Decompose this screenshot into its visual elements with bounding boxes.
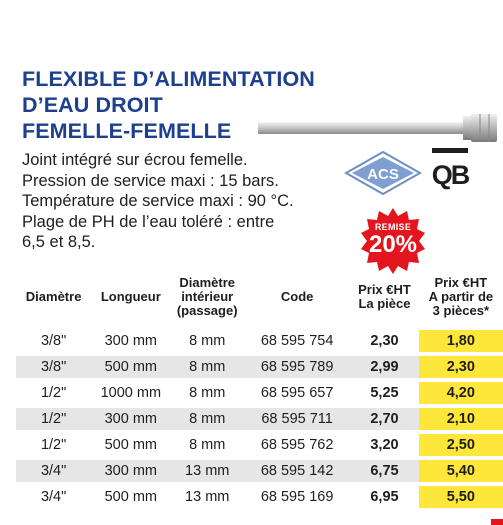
cell-prix-3: 2,50: [418, 434, 503, 456]
cell-interieur: 8 mm: [170, 356, 244, 378]
cell-diametre: 3/8": [16, 356, 92, 378]
header-diam-int-line3: (passage): [176, 303, 238, 318]
header-prix1-line1: Prix €HT: [358, 282, 411, 297]
cell-interieur: 8 mm: [189, 437, 226, 453]
title-line-1: FLEXIBLE D’ALIMENTATION: [22, 67, 315, 91]
cell-longueur: 300 mm: [91, 408, 171, 430]
cell-prix: 2,70: [350, 408, 419, 430]
header-diam-int-line1: Diamètre: [179, 275, 236, 290]
cell-prix: 6,95: [370, 489, 399, 505]
description-line: 6,5 et 8,5.: [22, 233, 96, 251]
description-line: Pression de service maxi : 15 bars.: [22, 171, 279, 190]
table-row: 3/4" 300 mm 13 mm 68 595 142 6,75 5,40: [16, 460, 503, 482]
product-title: FLEXIBLE D’ALIMENTATION D’EAU DROIT FEME…: [22, 66, 352, 144]
header-diametre-interieur: Diamètre intérieur (passage): [170, 268, 244, 326]
table-row: 3/8" 300 mm 8 mm 68 595 754 2,30 1,80: [16, 330, 503, 352]
cell-prix-3: 1,80: [418, 330, 503, 352]
qb-logo-text: QB: [432, 160, 470, 190]
cell-longueur: 500 mm: [91, 356, 171, 378]
cell-code: 68 595 142: [243, 460, 351, 482]
header-diametre: Diamètre: [25, 289, 82, 304]
cell-prix-3: 4,20: [418, 382, 503, 404]
cell-interieur: 8 mm: [170, 408, 244, 430]
header-longueur: Longueur: [100, 289, 161, 304]
cell-prix: 3,20: [370, 437, 399, 453]
cell-diametre: 1/2": [40, 385, 67, 401]
header-prix2-line2: A partir de: [428, 289, 494, 304]
cell-longueur: 500 mm: [104, 437, 157, 453]
cell-code: 68 595 789: [243, 356, 351, 378]
title-line-2: D’EAU DROIT: [22, 93, 163, 117]
acs-logo-text: ACS: [367, 166, 399, 183]
cell-interieur: 13 mm: [170, 460, 244, 482]
cell-diametre: 1/2": [40, 437, 67, 453]
cell-prix-3: 5,50: [418, 486, 503, 508]
badge-starburst-icon: [361, 208, 425, 274]
cell-code: 68 595 169: [260, 489, 334, 505]
cell-interieur: 13 mm: [185, 489, 230, 505]
cell-prix-3: 5,40: [418, 460, 503, 482]
discount-badge: REMISE 20%: [358, 206, 428, 276]
cell-code: 68 595 657: [260, 385, 334, 401]
header-prix-piece: Prix €HT La pièce: [350, 268, 418, 326]
flexible-hose-image: [258, 114, 497, 142]
table-row: 1/2" 1000 mm 8 mm 68 595 657 5,25 4,20: [16, 382, 503, 404]
header-diam-int-line2: intérieur: [181, 289, 234, 304]
cell-diametre: 3/8": [40, 333, 67, 349]
header-prix2-line3: 3 pièces*: [432, 303, 490, 318]
cell-prix: 6,75: [350, 460, 419, 482]
table-row: 1/2" 500 mm 8 mm 68 595 762 3,20 2,50: [16, 434, 503, 456]
header-code: Code: [280, 289, 314, 304]
header-prix-3-pieces: Prix €HT A partir de 3 pièces*: [419, 268, 503, 326]
description-line: Joint intégré sur écrou femelle.: [22, 151, 248, 169]
table-row: 3/8" 500 mm 8 mm 68 595 789 2,99 2,30: [16, 356, 503, 378]
header-prix1-line2: La pièce: [358, 296, 411, 311]
cell-prix: 5,25: [370, 385, 399, 401]
cell-diametre: 3/4": [40, 489, 67, 505]
acs-certification-logo: ACS: [344, 150, 422, 196]
cell-code: 68 595 754: [260, 333, 334, 349]
cell-diametre: 3/4": [16, 460, 92, 482]
product-description: Joint intégré sur écrou femelle. Pressio…: [22, 150, 352, 253]
cell-longueur: 300 mm: [104, 333, 157, 349]
cell-longueur: 300 mm: [91, 460, 171, 482]
qb-certification-logo: QB: [432, 148, 472, 190]
table-row: 3/4" 500 mm 13 mm 68 595 169 6,95 5,50: [16, 486, 503, 508]
table-header-row: Diamètre Longueur Diamètre intérieur (pa…: [16, 268, 503, 326]
cell-code: 68 595 711: [243, 408, 351, 430]
badge-label: REMISE: [374, 222, 412, 232]
cell-interieur: 8 mm: [189, 333, 226, 349]
red-corner-tab: [491, 519, 503, 525]
table-row: 1/2" 300 mm 8 mm 68 595 711 2,70 2,10: [16, 408, 503, 430]
description-line: Température de service maxi : 90 °C.: [22, 192, 294, 210]
cell-prix: 2,30: [370, 333, 399, 349]
title-line-3: FEMELLE-FEMELLE: [22, 119, 232, 143]
badge-value: 20%: [368, 231, 418, 258]
cell-prix: 2,99: [350, 356, 419, 378]
cell-prix-3: 2,30: [418, 356, 503, 378]
cell-longueur: 500 mm: [104, 489, 157, 505]
cell-interieur: 8 mm: [189, 385, 226, 401]
description-line: Plage de PH de l’eau toléré : entre: [22, 212, 275, 231]
cell-prix-3: 2,10: [418, 408, 503, 430]
header-prix2-line1: Prix €HT: [434, 275, 488, 290]
cell-longueur: 1000 mm: [100, 385, 162, 401]
cell-diametre: 1/2": [16, 408, 92, 430]
price-table: Diamètre Longueur Diamètre intérieur (pa…: [16, 264, 503, 512]
cell-code: 68 595 762: [260, 437, 334, 453]
